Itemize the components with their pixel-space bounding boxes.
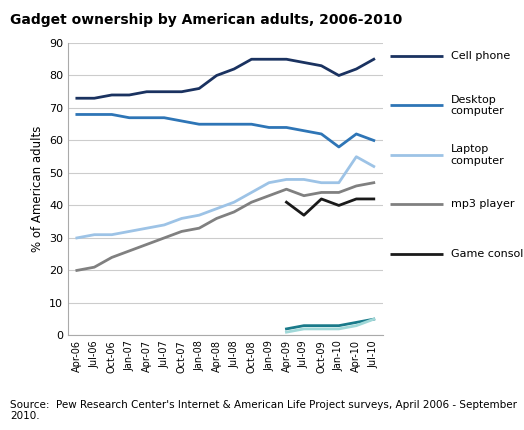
Text: Cell phone: Cell phone: [451, 51, 510, 61]
Y-axis label: % of American adults: % of American adults: [30, 126, 43, 252]
Text: Game console: Game console: [451, 249, 524, 259]
Text: Gadget ownership by American adults, 2006-2010: Gadget ownership by American adults, 200…: [10, 13, 403, 27]
Text: Source:  Pew Research Center's Internet & American Life Project surveys, April 2: Source: Pew Research Center's Internet &…: [10, 400, 518, 421]
Text: Laptop
computer: Laptop computer: [451, 144, 505, 166]
Text: mp3 player: mp3 player: [451, 199, 514, 209]
Text: Desktop
computer: Desktop computer: [451, 95, 505, 116]
